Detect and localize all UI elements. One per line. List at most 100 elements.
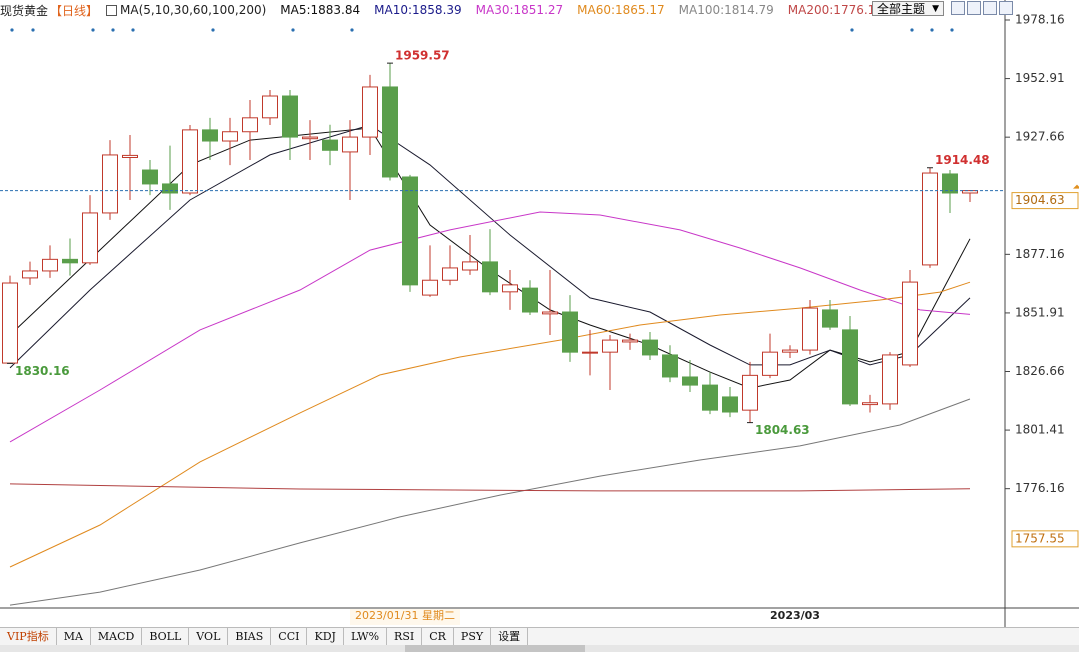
candle-body bbox=[462, 261, 478, 271]
candle-body bbox=[902, 281, 918, 366]
legend-entry: MA200:1776.13 bbox=[787, 3, 883, 17]
y-tick-label: 1851.91 bbox=[1015, 305, 1065, 319]
last-price-box bbox=[1011, 192, 1079, 210]
y-tick-label: 1801.41 bbox=[1015, 423, 1065, 437]
legend-entry: MA60:1865.17 bbox=[577, 3, 665, 17]
high-label: 1914.48 bbox=[935, 153, 990, 167]
symbol: 现货黄金 bbox=[0, 3, 49, 18]
candle-body bbox=[402, 176, 418, 286]
indicator-tab[interactable]: MACD bbox=[91, 628, 143, 646]
indicator-tab[interactable]: LW% bbox=[344, 628, 388, 646]
candle-body bbox=[182, 129, 198, 194]
tool-button[interactable] bbox=[983, 1, 997, 15]
theme-text: 全部主题 bbox=[877, 2, 926, 16]
crosshair-price-box bbox=[1011, 530, 1079, 548]
candle-body bbox=[802, 307, 818, 351]
indicator-tab[interactable]: VOL bbox=[189, 628, 229, 646]
indicator: MA(5,10,30,60,100,200) bbox=[120, 3, 267, 17]
candle-body bbox=[562, 311, 578, 353]
candle-body bbox=[762, 351, 778, 376]
legend-entry: MA30:1851.27 bbox=[475, 3, 564, 17]
candle-body bbox=[422, 279, 438, 296]
candle-body bbox=[62, 258, 78, 264]
crosshair-date-box bbox=[350, 609, 460, 625]
indicator-tab[interactable]: CCI bbox=[271, 628, 308, 646]
crosshair-price: 1757.55 bbox=[1015, 531, 1065, 545]
tool-button[interactable] bbox=[999, 1, 1013, 15]
candle-body bbox=[442, 267, 458, 281]
legend-entry: MA5:1883.84 bbox=[280, 3, 361, 17]
theme-button[interactable]: 全部主题 ▼ bbox=[872, 1, 944, 16]
last-price-label: 1904.63 bbox=[1015, 193, 1065, 207]
candle-body bbox=[882, 354, 898, 405]
indicator-tab[interactable]: RSI bbox=[387, 628, 423, 646]
indicator-tab[interactable]: BOLL bbox=[142, 628, 190, 646]
candle-body bbox=[2, 282, 18, 364]
candle-body bbox=[542, 311, 558, 315]
chart: 1978.16 1952.91 1927.66 1877.16 1851.91 1826.… bbox=[0, 0, 1079, 627]
header: 现货黄金 【日线】 MA(5,10,30,60,100,200) MA5:188… bbox=[0, 2, 889, 18]
candle-body bbox=[482, 261, 498, 293]
candle-body bbox=[942, 173, 958, 194]
candle-body bbox=[662, 354, 678, 378]
period[interactable]: 【日线】 bbox=[50, 3, 99, 18]
candle-body bbox=[582, 351, 598, 354]
indicator-tab[interactable]: BIAS bbox=[228, 628, 272, 646]
x-tick-label: 2023/03 bbox=[770, 609, 820, 622]
candle-body bbox=[862, 402, 878, 406]
candle-body bbox=[642, 339, 658, 356]
crosshair-date: 2023/01/31 星期二 bbox=[355, 609, 455, 622]
ma-line bbox=[9, 483, 971, 492]
candle-body bbox=[262, 95, 278, 119]
y-tick-label: 1978.16 bbox=[1015, 12, 1065, 26]
candle-body bbox=[22, 270, 38, 279]
candle-body bbox=[142, 169, 158, 185]
candle-body bbox=[522, 287, 538, 313]
legend-entry: MA10:1858.39 bbox=[374, 3, 462, 17]
candle-body bbox=[102, 154, 118, 214]
candle-body bbox=[722, 396, 738, 413]
ma-line bbox=[9, 281, 971, 568]
ma-line bbox=[9, 398, 971, 606]
candle-body bbox=[82, 212, 98, 264]
candle-body bbox=[682, 376, 698, 386]
indicator-tab[interactable]: VIP指标 bbox=[0, 628, 57, 646]
indicator-tabs: VIP指标 MA MACD BOLL VOL BIAS CCI KDJ LW% RSI CR PSY 设… bbox=[0, 627, 1079, 646]
candle-body bbox=[282, 95, 298, 138]
candle-body bbox=[222, 131, 238, 142]
candle-body bbox=[782, 349, 798, 353]
tool-button[interactable] bbox=[967, 1, 981, 15]
scroll-thumb[interactable] bbox=[405, 645, 585, 652]
candles bbox=[2, 63, 978, 423]
candle-body bbox=[242, 117, 258, 133]
event-markers bbox=[10, 28, 954, 32]
indicator-tab[interactable]: KDJ bbox=[307, 628, 344, 646]
candle-body bbox=[702, 384, 718, 411]
candle-body bbox=[42, 258, 58, 272]
indicator-tab[interactable]: PSY bbox=[454, 628, 492, 646]
indicator-tab[interactable]: CR bbox=[422, 628, 454, 646]
candle-body bbox=[302, 136, 318, 140]
y-tick-label: 1826.66 bbox=[1015, 364, 1065, 378]
indicator-tab[interactable]: MA bbox=[57, 628, 91, 646]
legend-entry: MA100:1814.79 bbox=[678, 3, 774, 17]
y-tick-label: 1776.16 bbox=[1015, 481, 1065, 495]
candle-body bbox=[622, 339, 638, 343]
y-tick-label: 1877.16 bbox=[1015, 247, 1065, 261]
candle-body bbox=[162, 183, 178, 194]
ma-icon[interactable] bbox=[106, 4, 118, 16]
tool-button[interactable] bbox=[951, 1, 965, 15]
candle-body bbox=[922, 172, 938, 266]
y-tick-label: 1927.66 bbox=[1015, 130, 1065, 144]
candle-body bbox=[362, 86, 378, 138]
candle-body bbox=[322, 139, 338, 151]
y-tick-label: 1952.91 bbox=[1015, 71, 1065, 85]
high-label: 1959.57 bbox=[395, 49, 450, 63]
candle-body bbox=[602, 339, 618, 353]
candle-body bbox=[202, 129, 218, 142]
ma-line bbox=[9, 211, 971, 443]
low-label: 1830.16 bbox=[15, 364, 70, 378]
candle-body bbox=[742, 374, 758, 411]
candle-body bbox=[342, 136, 358, 153]
indicator-tab[interactable]: 设置 bbox=[491, 628, 529, 646]
